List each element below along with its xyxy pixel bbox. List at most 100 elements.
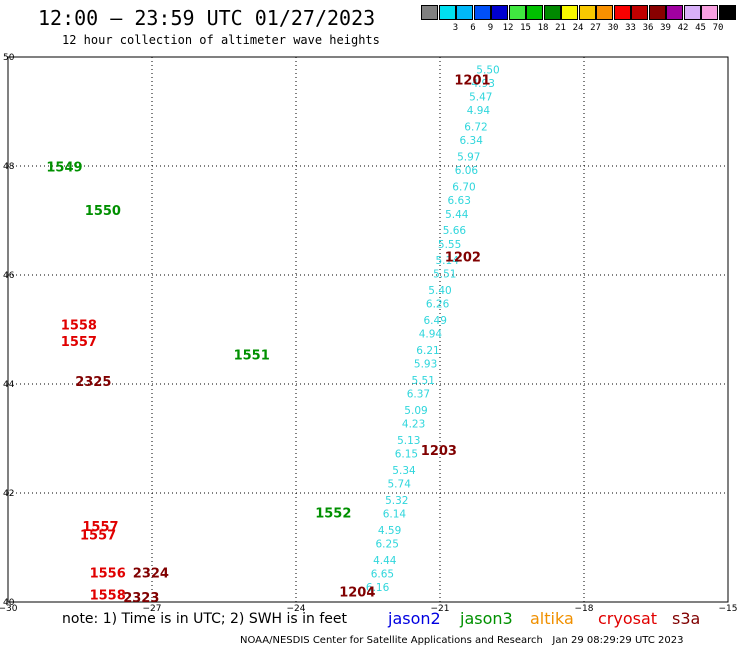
- swh-value: 6.72: [464, 122, 487, 134]
- longitude-tick-label: −30: [0, 604, 18, 614]
- pass-time-label: 2325: [75, 375, 111, 390]
- swh-value: 4.93: [472, 78, 495, 90]
- scale-label: 12: [502, 23, 514, 33]
- pass-time-label: 1556: [90, 566, 126, 581]
- scale-swatch: [438, 5, 456, 20]
- satellite-legend-altika: altika: [530, 609, 574, 628]
- scale-label: 39: [660, 23, 671, 33]
- scale-label: 3: [452, 23, 459, 33]
- scale-label: 45: [695, 23, 706, 33]
- swh-value: 6.16: [366, 582, 390, 594]
- swh-value: 5.40: [428, 285, 451, 297]
- swh-value: 6.25: [376, 539, 399, 551]
- pass-time-label: 1558: [61, 319, 97, 334]
- scale-swatch: [491, 5, 508, 20]
- latitude-tick-label: 40: [3, 598, 15, 608]
- scale-swatch: [578, 5, 596, 20]
- scale-label: 33: [625, 23, 636, 33]
- scale-swatch: [456, 5, 473, 20]
- scale-swatch: [473, 5, 491, 20]
- swh-value: 5.51: [433, 269, 456, 281]
- latitude-tick-label: 42: [3, 489, 14, 499]
- latitude-tick-label: 46: [3, 271, 15, 281]
- scale-label: 24: [572, 23, 584, 33]
- swh-value: 5.32: [385, 495, 408, 507]
- scale-label: 15: [520, 23, 531, 33]
- graticule: [8, 57, 728, 602]
- swh-value: 5.97: [457, 152, 480, 164]
- pass-time-label: 1552: [315, 507, 351, 522]
- pass-time-label: 2323: [123, 591, 159, 606]
- scale-swatch: [526, 5, 543, 20]
- map-frame: [7, 56, 729, 603]
- scale-swatch: [718, 5, 736, 20]
- map-subtitle: 12 hour collection of altimeter wave hei…: [62, 33, 380, 47]
- longitude-tick-label: −21: [431, 604, 450, 614]
- axis-ticks: 50 48 46 44 42 40−30 −27 −24 −21 −18 −15: [0, 53, 738, 614]
- swh-value: 4.44: [373, 555, 397, 567]
- swh-value: 4.23: [402, 419, 425, 431]
- pass-time-label: 1203: [421, 444, 457, 459]
- swh-value: 5.93: [414, 359, 437, 371]
- scale-label: 6: [470, 23, 476, 33]
- pass-time-label: 1557: [80, 528, 116, 543]
- scale-label: 9: [487, 23, 494, 33]
- swh-value: 4.59: [378, 525, 401, 537]
- swh-value: 5.51: [412, 375, 435, 387]
- swh-value: 6.14: [383, 509, 407, 521]
- swh-value: 6.21: [416, 345, 439, 357]
- swh-value: 6.26: [426, 299, 450, 311]
- swh-value: 6.63: [448, 195, 471, 207]
- pass-time-label: 1204: [339, 586, 375, 601]
- pass-time-label: 1549: [46, 160, 82, 175]
- wave-height-points: 5.504.935.474.946.726.345.976.066.706.63…: [366, 64, 500, 594]
- swh-value: 5.14: [436, 255, 460, 267]
- swh-value: 5.09: [404, 405, 427, 417]
- pass-time-label: 1202: [445, 250, 481, 265]
- satellite-legend-jason2: jason2: [388, 609, 441, 628]
- swh-value: 4.94: [467, 105, 491, 117]
- swh-value: 5.74: [388, 479, 412, 491]
- latitude-tick-label: 44: [3, 380, 15, 390]
- scale-swatch: [596, 5, 613, 20]
- scale-label: 27: [590, 23, 601, 33]
- longitude-tick-label: −15: [719, 604, 738, 614]
- swh-value: 5.47: [469, 92, 492, 104]
- pass-time-label: 1557: [82, 520, 118, 535]
- swh-value: 6.70: [452, 182, 475, 194]
- scale-swatch: [543, 5, 561, 20]
- scale-swatch: [613, 5, 631, 20]
- swh-value: 6.65: [371, 568, 394, 580]
- scale-label: 30: [607, 23, 619, 33]
- pass-labels: 1201120212031204154915501551155215581557…: [46, 73, 490, 606]
- scale-swatch: [701, 5, 718, 20]
- swh-value: 5.13: [397, 435, 420, 447]
- satellite-legend-jason3: jason3: [460, 609, 513, 628]
- scale-label: 18: [537, 23, 549, 33]
- swh-value: 6.06: [455, 165, 479, 177]
- scale-swatch: [561, 5, 578, 20]
- scale-label: 36: [642, 23, 654, 33]
- longitude-tick-label: −18: [575, 604, 594, 614]
- pass-time-label: 1558: [90, 588, 126, 603]
- swh-value: 5.44: [445, 209, 469, 221]
- pass-time-label: 2324: [133, 566, 169, 581]
- scale-label: 21: [555, 23, 566, 33]
- map-title: 12:00 – 23:59 UTC 01/27/2023: [38, 6, 376, 30]
- scale-swatch: [508, 5, 526, 20]
- satellite-legend-cryosat: cryosat: [598, 609, 658, 628]
- scale-swatch: [421, 5, 438, 20]
- scale-swatch: [666, 5, 683, 20]
- pass-time-label: 1550: [85, 204, 121, 219]
- swh-value: 5.55: [438, 239, 461, 251]
- longitude-tick-label: −24: [287, 604, 306, 614]
- scale-swatch: [683, 5, 701, 20]
- swh-value: 5.50: [476, 64, 499, 76]
- latitude-tick-label: 48: [3, 162, 15, 172]
- satellite-legend-s3a: s3a: [672, 609, 701, 628]
- satellite-legend: note: 1) Time is in UTC; 2) SWH is in fe…: [0, 609, 740, 633]
- scale-label: 70: [712, 23, 724, 33]
- latitude-tick-label: 50: [3, 53, 15, 63]
- scale-swatch: [648, 5, 666, 20]
